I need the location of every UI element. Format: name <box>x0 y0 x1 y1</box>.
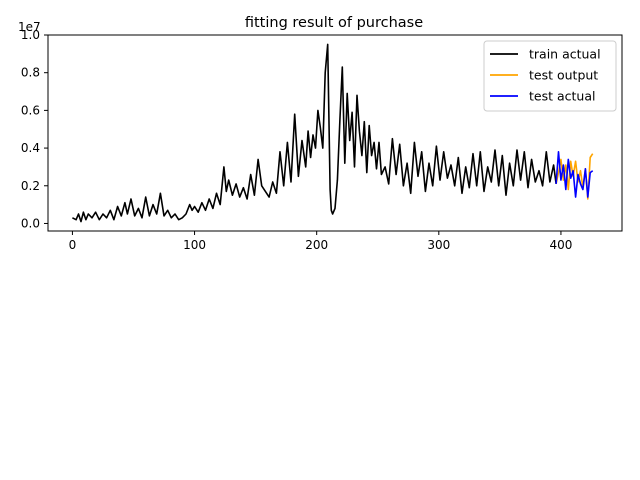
y-tick-label: 0.0 <box>21 216 40 230</box>
y-scale-label: 1e7 <box>18 20 41 34</box>
chart-title: fitting result of purchase <box>245 15 423 31</box>
series-line-test-actual <box>555 151 594 198</box>
y-tick-label: 0.8 <box>21 66 40 80</box>
legend-label: test output <box>529 68 598 83</box>
legend-label: train actual <box>529 47 601 62</box>
x-tick-label: 300 <box>427 238 450 252</box>
x-tick-label: 100 <box>183 238 206 252</box>
legend: train actual test output test actual <box>483 40 617 112</box>
y-tick-label: 0.6 <box>21 103 40 117</box>
series-layer <box>72 43 594 223</box>
x-axis: 0 100 200 300 400 <box>69 231 572 252</box>
series-line-train-actual <box>72 43 557 223</box>
legend-label: test actual <box>529 89 595 104</box>
x-tick-label: 400 <box>549 238 572 252</box>
plot-frame <box>47 34 623 232</box>
legend-box <box>483 40 617 112</box>
y-tick-label: 1.0 <box>21 28 40 42</box>
x-tick-label: 200 <box>305 238 328 252</box>
x-tick-label: 0 <box>69 238 77 252</box>
y-axis: 0.0 0.2 0.4 0.6 0.8 1.0 <box>21 28 48 230</box>
y-tick-label: 0.2 <box>21 179 40 193</box>
y-tick-label: 0.4 <box>21 141 40 155</box>
